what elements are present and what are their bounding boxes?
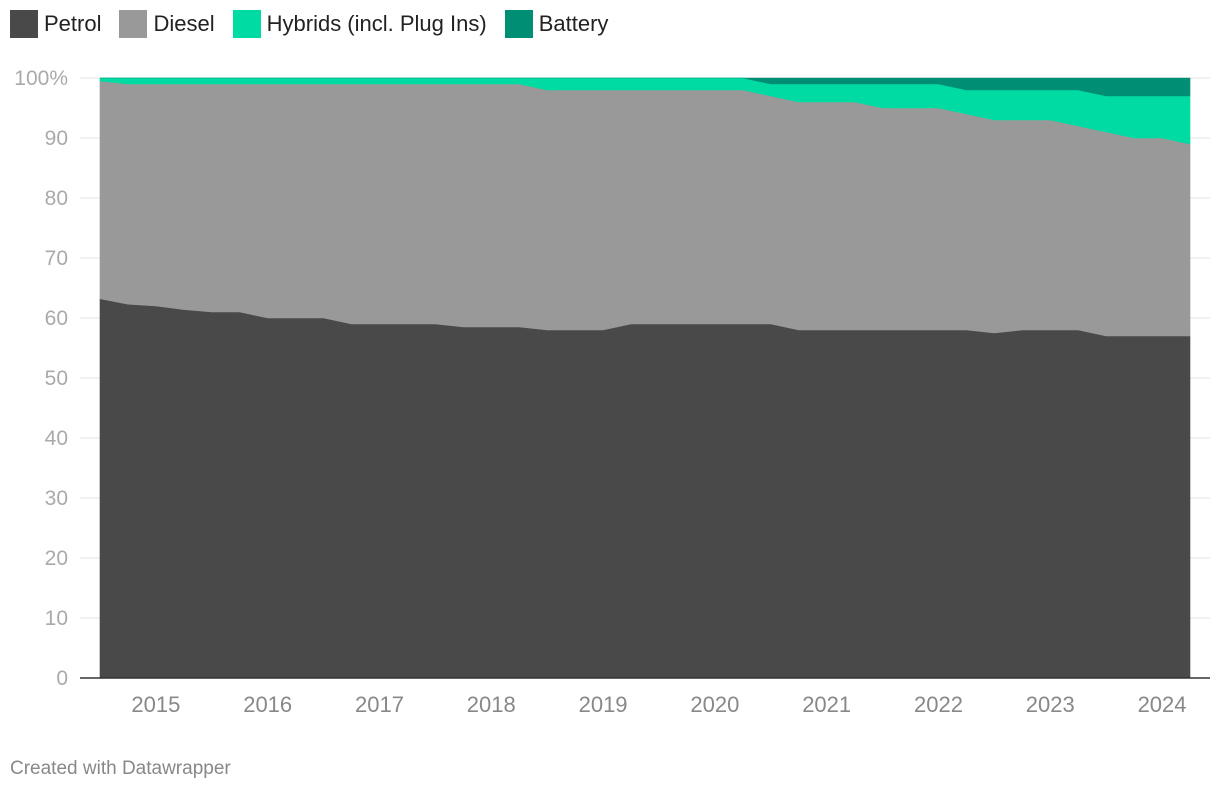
- y-tick-label: 30: [45, 487, 68, 510]
- y-tick-label: 100%: [14, 67, 68, 90]
- x-tick-label: 2020: [690, 692, 739, 717]
- legend-item-hybrids: Hybrids (incl. Plug Ins): [232, 10, 487, 38]
- y-tick-label: 40: [45, 427, 68, 450]
- x-tick-label: 2017: [355, 692, 404, 717]
- y-tick-label: 90: [45, 127, 68, 150]
- legend: Petrol Diesel Hybrids (incl. Plug Ins) B…: [10, 10, 626, 38]
- x-tick-label: 2018: [467, 692, 516, 717]
- area-petrol: [99, 298, 1191, 679]
- x-tick-label: 2016: [243, 692, 292, 717]
- legend-item-petrol: Petrol: [10, 10, 101, 38]
- y-tick-label: 70: [45, 247, 68, 270]
- footer-credit: Created with Datawrapper: [10, 758, 231, 779]
- legend-item-diesel: Diesel: [119, 10, 215, 38]
- y-tick-label: 60: [45, 307, 68, 330]
- axis-layer: 0 10 20 30 40 50 60 70 80 90 100% 2015 2016 2017 2018 2…: [14, 67, 1210, 717]
- y-tick-label: 0: [56, 667, 68, 690]
- x-tick-label: 2015: [131, 692, 180, 717]
- x-tick-label: 2022: [914, 692, 963, 717]
- legend-swatch-battery: [504, 10, 533, 38]
- legend-swatch-hybrids: [232, 10, 261, 38]
- x-tick-label: 2019: [579, 692, 628, 717]
- legend-label-diesel: Diesel: [153, 11, 215, 36]
- x-tick-label: 2024: [1138, 692, 1187, 717]
- y-tick-label: 80: [45, 187, 68, 210]
- legend-label-petrol: Petrol: [44, 11, 102, 36]
- area-layer: [99, 77, 1191, 679]
- y-tick-label: 10: [45, 607, 68, 630]
- y-tick-label: 20: [45, 547, 68, 570]
- area-battery: [100, 77, 1191, 97]
- legend-label-hybrids: Hybrids (incl. Plug Ins): [266, 11, 487, 36]
- legend-label-battery: Battery: [538, 11, 609, 36]
- y-tick-label: 50: [45, 367, 68, 390]
- legend-item-battery: Battery: [504, 10, 609, 38]
- x-tick-label: 2021: [802, 692, 851, 717]
- legend-swatch-petrol: [10, 10, 38, 38]
- x-tick-label: 2023: [1026, 692, 1075, 717]
- legend-swatch-diesel: [119, 10, 148, 38]
